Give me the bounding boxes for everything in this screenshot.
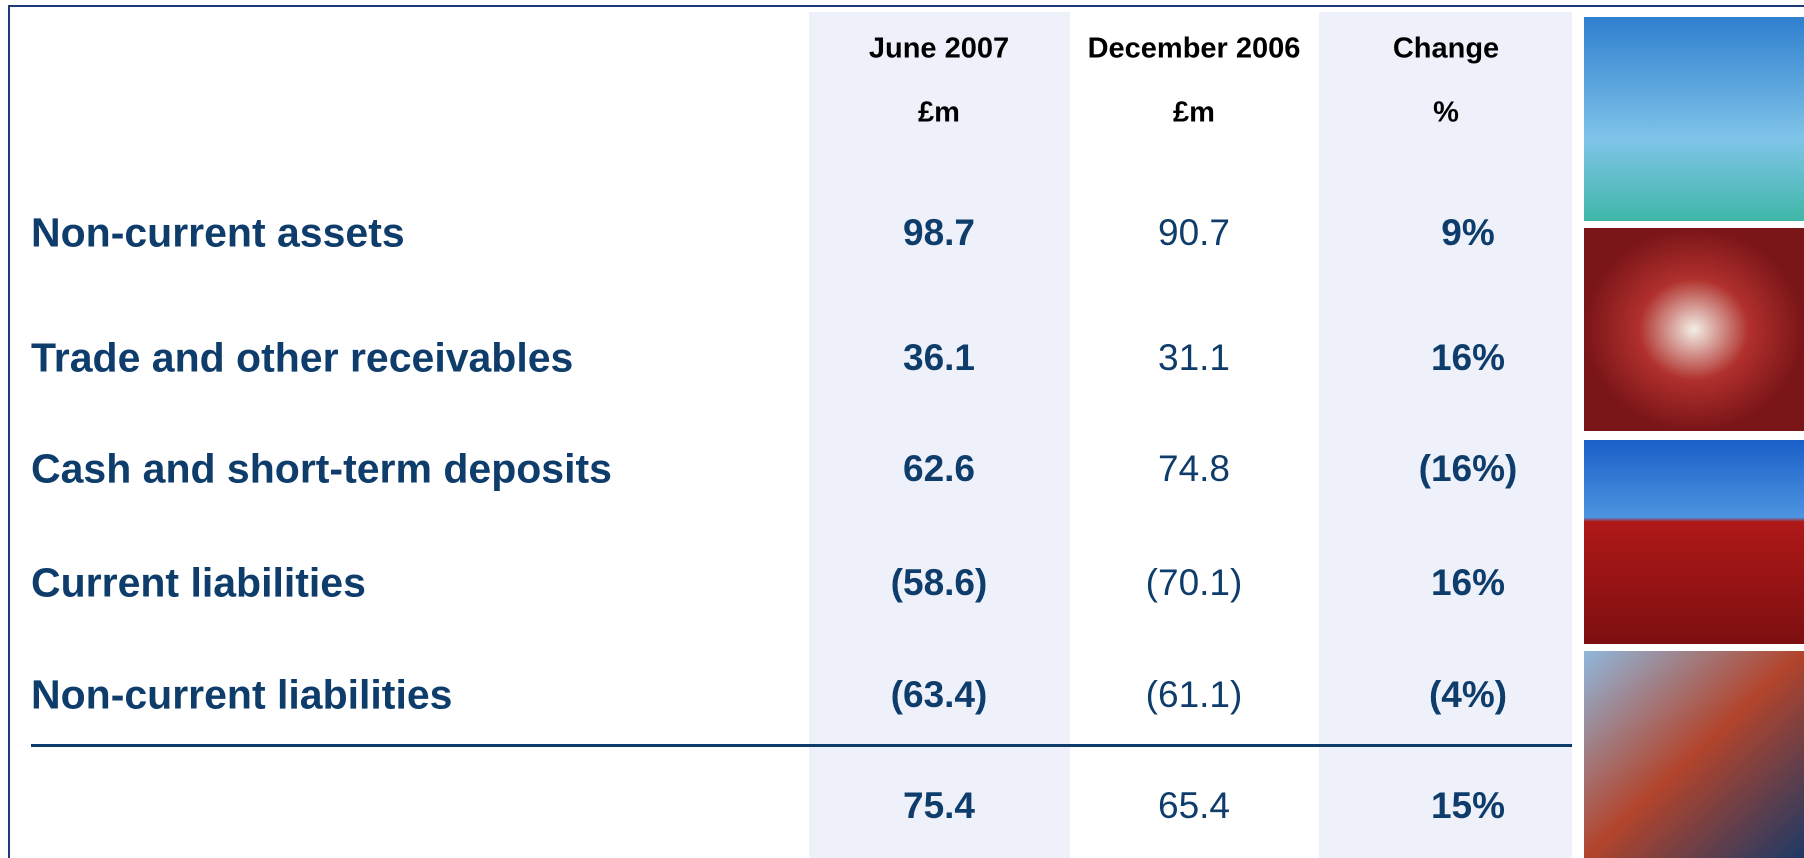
row-label: Current liabilities <box>31 559 366 606</box>
cell: (63.4) <box>890 674 988 715</box>
total-cell: 75.4 <box>902 785 976 826</box>
photo <box>1584 651 1804 858</box>
column-background <box>809 12 1070 858</box>
row-label: Non-current assets <box>31 209 405 256</box>
cell: 90.7 <box>1157 212 1231 253</box>
row-label: Cash and short-term deposits <box>31 445 612 492</box>
cell: 9% <box>1441 212 1495 253</box>
row-label: Non-current liabilities <box>31 671 453 718</box>
column-unit: £m <box>918 96 960 129</box>
total-rule <box>31 744 1572 747</box>
photo <box>1584 440 1804 644</box>
cell: 16% <box>1430 337 1506 378</box>
photo <box>1584 228 1804 431</box>
column-unit: % <box>1433 96 1459 129</box>
photo <box>1584 17 1804 221</box>
column-title: Change <box>1392 32 1500 65</box>
cell: 98.7 <box>902 212 976 253</box>
column-title: June 2007 <box>868 32 1010 65</box>
total-cell: 15% <box>1430 785 1506 826</box>
cell: 62.6 <box>902 448 976 489</box>
cell: (58.6) <box>890 562 988 603</box>
top-border <box>8 5 1804 7</box>
cell: 36.1 <box>902 337 976 378</box>
cell: 74.8 <box>1157 448 1231 489</box>
left-border <box>8 5 10 858</box>
cell: 31.1 <box>1157 337 1231 378</box>
cell: (16%) <box>1418 448 1518 489</box>
cell: (61.1) <box>1145 674 1243 715</box>
column-background <box>1319 12 1572 858</box>
cell: (70.1) <box>1145 562 1243 603</box>
photo-strip <box>1584 17 1804 858</box>
cell: (4%) <box>1428 674 1508 715</box>
column-unit: £m <box>1173 96 1215 129</box>
row-label: Trade and other receivables <box>31 334 574 381</box>
cell: 16% <box>1430 562 1506 603</box>
column-title: December 2006 <box>1087 32 1301 65</box>
total-cell: 65.4 <box>1157 785 1231 826</box>
